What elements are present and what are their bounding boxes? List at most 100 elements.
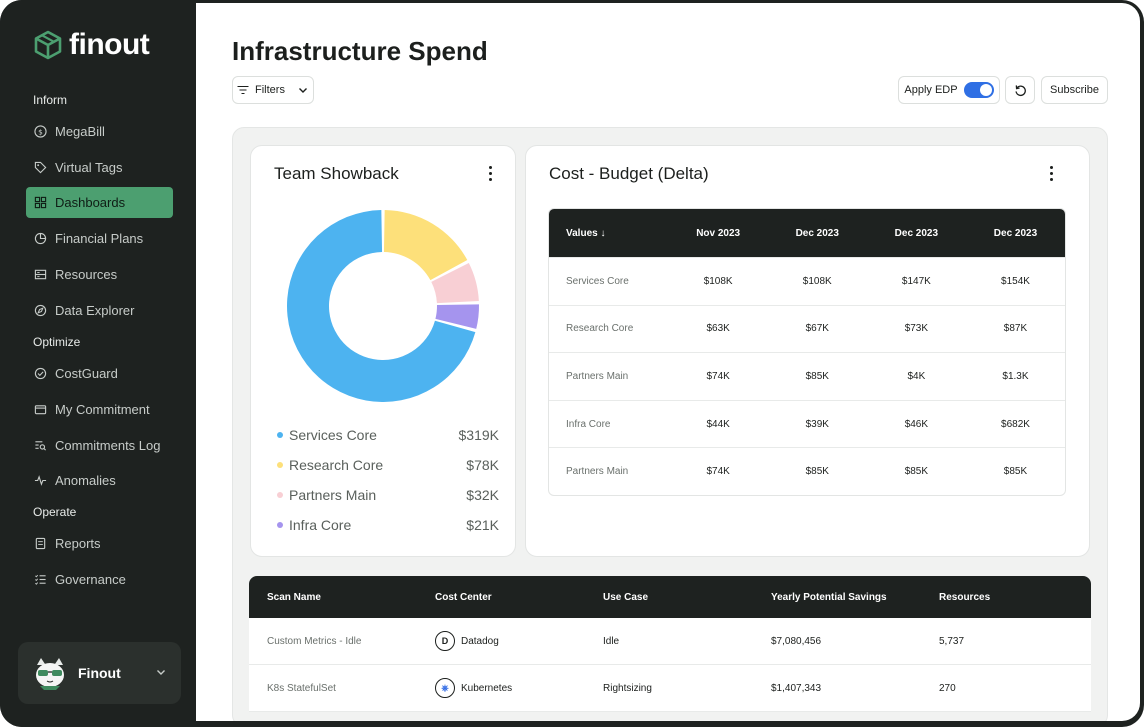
legend-label: Infra Core — [289, 517, 352, 533]
table-cell: $87K — [1003, 323, 1028, 335]
filter-icon — [237, 85, 249, 95]
cost-budget-menu[interactable] — [1050, 166, 1054, 184]
kebab-dot-icon — [489, 172, 492, 175]
table-row: Research Core $63K $67K $73K $87K — [549, 304, 1065, 353]
sidebar-item-virtual-tags[interactable]: Virtual Tags — [26, 152, 173, 183]
kebab-dot-icon — [489, 166, 492, 169]
row-label: Infra Core — [566, 418, 611, 430]
sidebar-item-data-explorer[interactable]: Data Explorer — [26, 295, 173, 326]
header-cell[interactable]: Cost Center — [435, 591, 492, 603]
table-row[interactable]: K8s StatefulSet ⎈ Kubernetes Rightsizing… — [249, 665, 1091, 712]
donut-slice-partners-main[interactable] — [431, 263, 479, 304]
table-cell: $682K — [1001, 418, 1030, 430]
header-cell[interactable]: Resources — [939, 591, 991, 603]
header-cell: Dec 2023 — [993, 227, 1038, 239]
table-cell: $67K — [805, 323, 829, 335]
team-showback-title: Team Showback — [274, 164, 399, 183]
user-menu[interactable]: Finout — [18, 642, 181, 704]
chevron-down-icon — [298, 88, 307, 93]
sidebar-item-label: Reports — [55, 536, 101, 551]
sidebar-item-label: Financial Plans — [55, 231, 144, 246]
cost-budget-card: Cost - Budget (Delta) Values ↓ Nov 2023 … — [525, 145, 1090, 557]
cost-center-label: Kubernetes — [461, 682, 513, 694]
sidebar-item-reports[interactable]: Reports — [26, 528, 173, 559]
table-cell: $85K — [805, 466, 829, 478]
table-cell: 5,737 — [939, 635, 965, 647]
logo[interactable]: finout — [33, 28, 150, 62]
table-cell: $7,080,456 — [771, 635, 822, 647]
values-header[interactable]: Values ↓ — [549, 228, 669, 239]
table-row: Infra Core $44K $39K $46K $682K — [549, 399, 1065, 448]
cost-budget-title: Cost - Budget (Delta) — [549, 164, 709, 183]
sidebar-item-financial-plans[interactable]: Financial Plans — [26, 223, 173, 254]
table-cell: Custom Metrics - Idle — [267, 635, 362, 647]
sidebar-item-costguard[interactable]: CostGuard — [26, 358, 173, 389]
apply-edp-toggle[interactable]: Apply EDP — [898, 76, 1000, 104]
header-cell[interactable]: Use Case — [603, 591, 649, 603]
refresh-button[interactable] — [1005, 76, 1035, 104]
sidebar-item-dashboards[interactable]: Dashboards — [26, 187, 173, 218]
table-cell: $73K — [904, 323, 929, 335]
sidebar-item-label: Virtual Tags — [55, 160, 123, 175]
kebab-dot-icon — [1050, 178, 1053, 181]
donut-slice-research-core[interactable] — [383, 210, 468, 281]
pulse-icon — [34, 475, 47, 486]
table-cell: $1,407,343 — [771, 682, 822, 694]
table-cell: 270 — [939, 682, 956, 694]
legend-services-core: Services Core $319K — [277, 424, 499, 446]
legend-value: $319K — [458, 427, 499, 443]
sidebar-item-label: CostGuard — [55, 366, 118, 381]
dollar-circle-icon: $ — [34, 125, 47, 138]
sidebar-item-my-commitment[interactable]: My Commitment — [26, 394, 173, 425]
page-title: Infrastructure Spend — [232, 36, 488, 66]
team-showback-menu[interactable] — [489, 166, 493, 184]
cost-center-cell: ⎈ Kubernetes — [417, 678, 585, 698]
chevron-down-icon — [157, 670, 165, 675]
dashboard-panel: Team Showback Services Core $319K Resear… — [232, 127, 1108, 721]
table-row: Services Core $108K $108K $147K $154K — [549, 257, 1065, 305]
wallet-icon — [34, 405, 47, 415]
table-cell: $46K — [904, 418, 929, 430]
table-cell: $108K — [703, 275, 733, 287]
table-cell: $108K — [802, 275, 832, 287]
row-label: Research Core — [566, 323, 634, 335]
legend-dot — [277, 522, 283, 528]
table-cell: $74K — [706, 370, 730, 382]
sidebar-item-label: MegaBill — [55, 124, 105, 139]
compass-icon — [34, 304, 47, 317]
table-cell: $85K — [1003, 466, 1028, 478]
kebab-dot-icon — [1050, 166, 1053, 169]
kebab-dot-icon — [489, 178, 492, 181]
arrow-down-icon: ↓ — [600, 227, 606, 239]
header-cell[interactable]: Yearly Potential Savings — [771, 591, 887, 603]
main-content: Infrastructure Spend Filters Apply EDP S… — [196, 3, 1140, 721]
row-label: Partners Main — [566, 370, 629, 382]
table-row[interactable]: Custom Metrics - Idle D Datadog Idle $7,… — [249, 618, 1091, 665]
header-cell[interactable]: Scan Name — [267, 591, 321, 603]
filters-button[interactable]: Filters — [232, 76, 314, 104]
edp-switch[interactable] — [963, 82, 994, 98]
sidebar-item-resources[interactable]: Resources — [26, 259, 173, 290]
legend-partners-main: Partners Main $32K — [277, 484, 499, 506]
legend-label: Services Core — [289, 427, 377, 443]
log-search-icon — [35, 441, 47, 451]
table-cell: $39K — [805, 418, 829, 430]
table-header: Values ↓ Nov 2023 Dec 2023 Dec 2023 Dec … — [549, 209, 1065, 257]
sidebar-item-anomalies[interactable]: Anomalies — [26, 465, 173, 496]
table-row: Partners Main $74K $85K $85K $85K — [549, 447, 1065, 495]
sidebar-item-commitments-log[interactable]: Commitments Log — [26, 430, 173, 461]
table-row: Partners Main $74K $85K $4K $1.3K — [549, 352, 1065, 400]
subscribe-button[interactable]: Subscribe — [1041, 76, 1108, 104]
tag-icon — [34, 161, 47, 174]
donut-slice-services-core[interactable] — [287, 210, 476, 402]
table-cell: K8s StatefulSet — [267, 682, 336, 694]
kebab-dot-icon — [1050, 172, 1053, 175]
kubernetes-icon: ⎈ — [435, 678, 455, 698]
donut-slice-infra-core[interactable] — [435, 304, 479, 329]
table-header: Scan Name Cost Center Use Case Yearly Po… — [249, 576, 1091, 618]
section-operate: Operate — [33, 505, 77, 519]
document-icon — [35, 537, 46, 550]
sidebar-item-governance[interactable]: Governance — [26, 564, 173, 595]
sidebar-item-megabill[interactable]: $ MegaBill — [26, 116, 173, 147]
